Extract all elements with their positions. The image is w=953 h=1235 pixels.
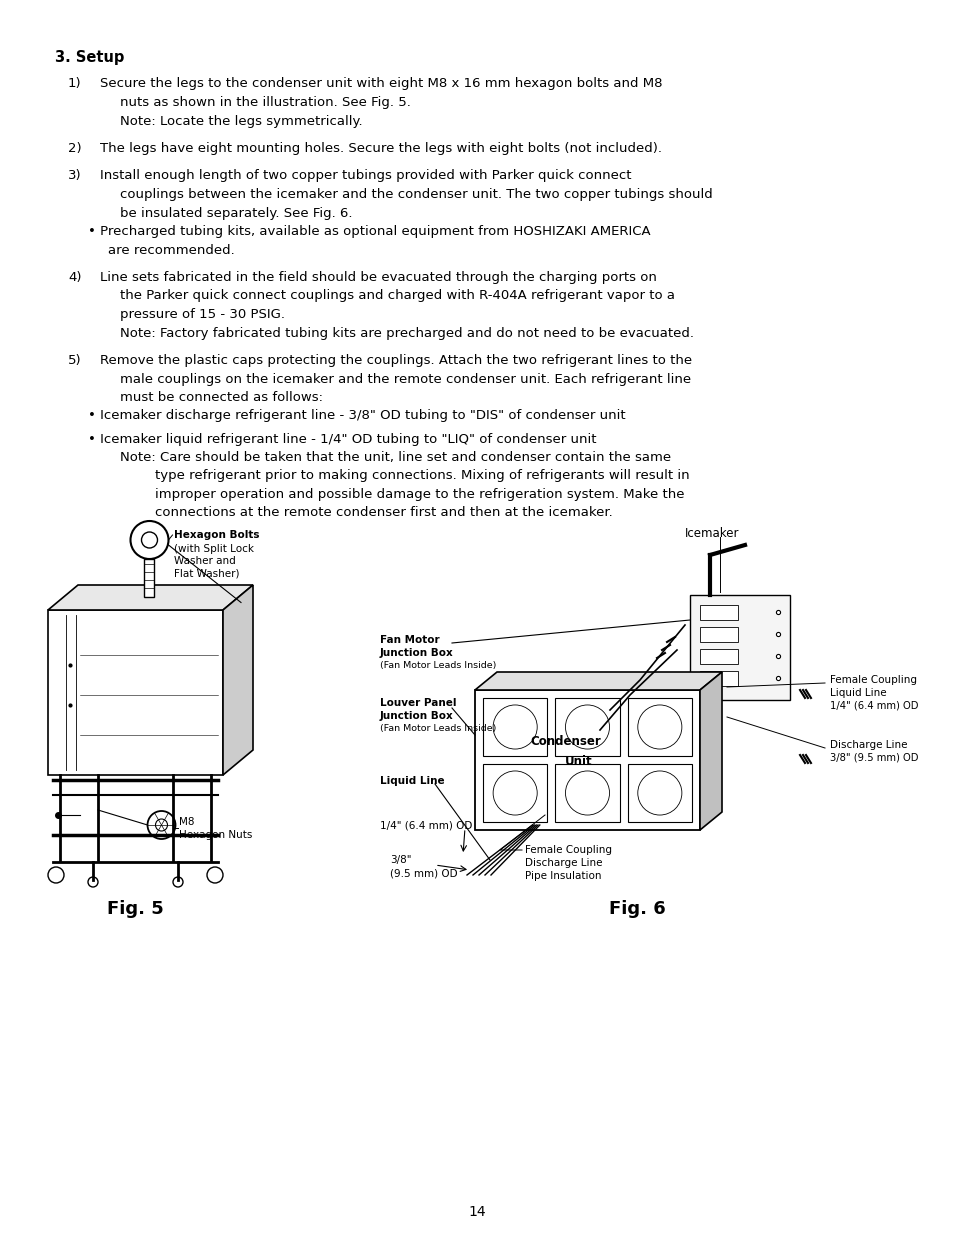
Text: pressure of 15 - 30 PSIG.: pressure of 15 - 30 PSIG.: [120, 308, 285, 321]
Circle shape: [131, 521, 169, 559]
Text: Discharge Line: Discharge Line: [829, 740, 906, 750]
Text: Note: Factory fabricated tubing kits are precharged and do not need to be evacua: Note: Factory fabricated tubing kits are…: [120, 326, 693, 340]
Text: improper operation and possible damage to the refrigeration system. Make the: improper operation and possible damage t…: [154, 488, 684, 501]
Text: Female Coupling: Female Coupling: [524, 845, 612, 855]
Text: M8: M8: [179, 818, 194, 827]
Text: Pipe Insulation: Pipe Insulation: [524, 871, 601, 881]
Text: 4): 4): [68, 270, 81, 284]
Bar: [627, 698, 691, 756]
Circle shape: [172, 877, 183, 887]
Text: Hexagon Nuts: Hexagon Nuts: [179, 830, 253, 840]
Text: (9.5 mm) OD: (9.5 mm) OD: [390, 868, 457, 878]
Polygon shape: [700, 672, 721, 830]
Polygon shape: [48, 585, 253, 610]
Text: Fan Motor: Fan Motor: [379, 635, 439, 645]
Text: 5): 5): [68, 354, 82, 367]
Text: Remove the plastic caps protecting the couplings. Attach the two refrigerant lin: Remove the plastic caps protecting the c…: [100, 354, 691, 367]
Text: type refrigerant prior to making connections. Mixing of refrigerants will result: type refrigerant prior to making connect…: [154, 469, 689, 483]
Text: Fig. 6: Fig. 6: [608, 900, 665, 918]
Text: (Fan Motor Leads Inside): (Fan Motor Leads Inside): [379, 724, 496, 734]
Bar: [144, 559, 154, 597]
Bar: [700, 605, 738, 620]
Text: • Icemaker discharge refrigerant line - 3/8" OD tubing to "DIS" of condenser uni: • Icemaker discharge refrigerant line - …: [88, 410, 625, 422]
Text: (with Split Lock: (with Split Lock: [174, 543, 254, 555]
Polygon shape: [475, 690, 700, 830]
Text: 3/8" (9.5 mm) OD: 3/8" (9.5 mm) OD: [829, 753, 918, 763]
Text: are recommended.: are recommended.: [108, 243, 234, 257]
Text: (Fan Motor Leads Inside): (Fan Motor Leads Inside): [379, 661, 496, 671]
Text: Note: Locate the legs symmetrically.: Note: Locate the legs symmetrically.: [120, 115, 362, 127]
Text: male couplings on the icemaker and the remote condenser unit. Each refrigerant l: male couplings on the icemaker and the r…: [120, 373, 690, 385]
Bar: [555, 698, 619, 756]
Text: must be connected as follows:: must be connected as follows:: [120, 391, 323, 404]
Text: 2): 2): [68, 142, 82, 156]
Polygon shape: [223, 585, 253, 776]
Text: 1): 1): [68, 78, 82, 90]
Bar: [700, 627, 738, 642]
Text: The legs have eight mounting holes. Secure the legs with eight bolts (not includ: The legs have eight mounting holes. Secu…: [100, 142, 661, 156]
Bar: [627, 764, 691, 823]
Text: Unit: Unit: [564, 755, 592, 768]
Text: Washer and: Washer and: [174, 556, 236, 566]
Text: Install enough length of two copper tubings provided with Parker quick connect: Install enough length of two copper tubi…: [100, 169, 631, 183]
Text: Condenser: Condenser: [530, 735, 600, 748]
Text: Note: Care should be taken that the unit, line set and condenser contain the sam: Note: Care should be taken that the unit…: [120, 451, 670, 464]
Text: Junction Box: Junction Box: [379, 711, 454, 721]
Polygon shape: [475, 672, 721, 690]
Text: Secure the legs to the condenser unit with eight M8 x 16 mm hexagon bolts and M8: Secure the legs to the condenser unit wi…: [100, 78, 661, 90]
Text: Liquid Line: Liquid Line: [829, 688, 885, 698]
Polygon shape: [689, 595, 789, 700]
Text: 1/4" (6.4 mm) OD: 1/4" (6.4 mm) OD: [829, 701, 918, 711]
Circle shape: [88, 877, 98, 887]
Text: the Parker quick connect couplings and charged with R-404A refrigerant vapor to : the Parker quick connect couplings and c…: [120, 289, 675, 303]
Text: • Icemaker liquid refrigerant line - 1/4" OD tubing to "LIQ" of condenser unit: • Icemaker liquid refrigerant line - 1/4…: [88, 432, 596, 446]
Text: 3): 3): [68, 169, 82, 183]
Text: 14: 14: [468, 1205, 485, 1219]
Bar: [700, 671, 738, 685]
Text: Fig. 5: Fig. 5: [107, 900, 164, 918]
Text: Icemaker: Icemaker: [684, 527, 739, 540]
Text: 3. Setup: 3. Setup: [55, 49, 124, 65]
Text: connections at the remote condenser first and then at the icemaker.: connections at the remote condenser firs…: [154, 506, 612, 520]
Text: nuts as shown in the illustration. See Fig. 5.: nuts as shown in the illustration. See F…: [120, 96, 411, 109]
Text: 3/8": 3/8": [390, 855, 411, 864]
Bar: [482, 764, 547, 823]
Circle shape: [48, 867, 64, 883]
Text: Liquid Line: Liquid Line: [379, 776, 444, 785]
Circle shape: [207, 867, 223, 883]
Text: Line sets fabricated in the field should be evacuated through the charging ports: Line sets fabricated in the field should…: [100, 270, 657, 284]
Text: be insulated separately. See Fig. 6.: be insulated separately. See Fig. 6.: [120, 206, 352, 220]
Text: couplings between the icemaker and the condenser unit. The two copper tubings sh: couplings between the icemaker and the c…: [120, 188, 712, 201]
Text: Flat Washer): Flat Washer): [174, 568, 240, 578]
Text: Female Coupling: Female Coupling: [829, 676, 916, 685]
Bar: [482, 698, 547, 756]
Polygon shape: [48, 610, 223, 776]
Bar: [555, 764, 619, 823]
Text: Discharge Line: Discharge Line: [524, 858, 602, 868]
Text: • Precharged tubing kits, available as optional equipment from HOSHIZAKI AMERICA: • Precharged tubing kits, available as o…: [88, 225, 650, 238]
Circle shape: [148, 811, 175, 839]
Text: Junction Box: Junction Box: [379, 648, 454, 658]
Text: Louver Panel: Louver Panel: [379, 698, 456, 708]
Bar: [700, 650, 738, 664]
Text: 1/4" (6.4 mm) OD: 1/4" (6.4 mm) OD: [379, 820, 472, 830]
Text: Hexagon Bolts: Hexagon Bolts: [174, 530, 260, 540]
